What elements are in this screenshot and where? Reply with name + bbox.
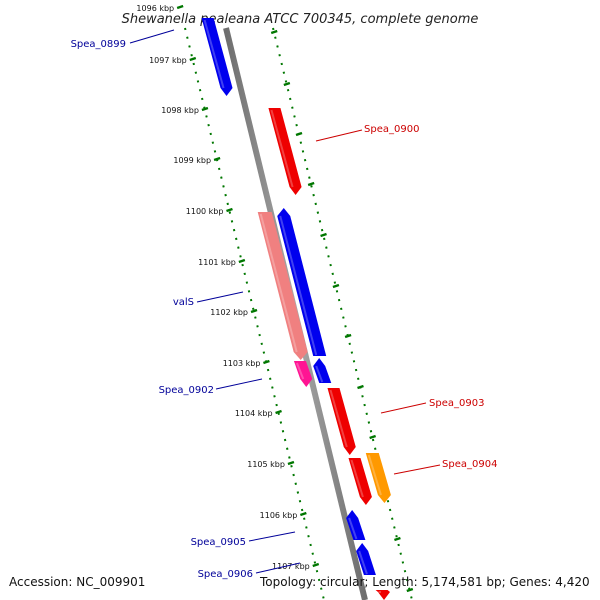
gene-highlight [350,459,364,498]
major-tick-outer [320,232,327,238]
major-tick [226,207,233,213]
gene-spea-0899[interactable] [201,18,233,96]
major-tick [213,156,221,162]
gene-label-spea-0903[interactable]: Spea_0903 [380,398,484,414]
tick-guides [176,4,414,600]
gene-highlight [259,213,298,353]
major-tick [189,56,197,62]
svg-text:Spea_0905: Spea_0905 [191,537,246,548]
major-tick-outer [369,434,377,440]
major-tick [176,4,184,10]
gene-highlight [358,550,368,575]
major-tick [287,460,295,466]
tick-label: 1107 kbp [272,562,310,571]
major-tick-outer [344,333,352,339]
major-tick [312,562,320,568]
gene-highlight [329,389,348,448]
major-tick-outer [394,536,401,542]
tick-label: 1096 kbp [136,4,174,13]
map-title: Shewanella pealeana ATCC 700345, complet… [122,12,479,27]
major-tick [201,106,209,112]
gene-highlight [203,19,225,89]
major-tick-outer [406,587,414,593]
major-tick [250,308,258,314]
gene-label-spea-0902[interactable]: Spea_0902 [159,378,263,396]
gene-spea-0904[interactable] [348,458,372,505]
major-tick-outer [307,181,315,187]
gene-label-vals[interactable]: valS [173,291,244,308]
tick-label: 1106 kbp [260,511,298,520]
gene-rna-pink[interactable] [257,212,308,360]
gene-orange[interactable] [365,453,391,503]
major-tick [275,409,282,415]
tick-label: 1098 kbp [161,106,199,115]
major-tick-outer [357,384,364,390]
gene-spea-0900[interactable] [268,108,302,195]
major-tick-outer [283,81,291,87]
gene-highlight [270,109,294,188]
gene-label-spea-0905[interactable]: Spea_0905 [191,531,296,548]
gene-spea-0905[interactable] [346,510,366,540]
tick-label: 1102 kbp [210,308,248,317]
gene-label-spea-0906[interactable]: Spea_0906 [198,562,301,580]
gene-spea-0903[interactable] [327,388,356,455]
major-tick [238,258,246,264]
major-tick [263,359,270,365]
svg-text:Spea_0903: Spea_0903 [429,398,484,409]
svg-text:Spea_0904: Spea_0904 [442,459,497,470]
gene-spea-0906[interactable] [356,543,376,575]
gene-label-spea-0899[interactable]: Spea_0899 [71,29,175,50]
gene-label-spea-0904[interactable]: Spea_0904 [393,459,497,475]
tick-label: 1099 kbp [173,156,211,165]
svg-text:Spea_0906: Spea_0906 [198,569,253,580]
gene-highlight [315,365,324,383]
gene-highlight [367,454,382,496]
gene-vals[interactable] [277,208,327,356]
tick-labels: 1096 kbp 1097 kbp 1098 kbp 1099 kbp 1100 kbp… [136,4,309,571]
tick-label: 1097 kbp [149,56,187,65]
major-tick-outer [295,131,303,137]
accession-text: Accession: NC_009901 [9,575,146,589]
gene-highlight [279,215,318,356]
svg-text:Spea_0900: Spea_0900 [364,124,419,135]
major-tick [299,511,307,517]
gene-highlight [348,517,358,540]
svg-text:valS: valS [173,297,194,308]
tick-label: 1101 kbp [198,258,236,267]
tick-label: 1104 kbp [235,409,273,418]
tick-label: 1105 kbp [247,460,285,469]
major-tick-outer [332,283,340,289]
svg-text:Spea_0902: Spea_0902 [159,385,214,396]
gene-highlight [295,362,305,380]
topology-text: Topology: circular; Length: 5,174,581 bp… [260,575,590,589]
gene-small-reverse[interactable] [313,358,332,383]
svg-text:Spea_0899: Spea_0899 [71,39,126,50]
tick-label: 1103 kbp [223,359,261,368]
gene-label-spea-0900[interactable]: Spea_0900 [315,124,419,142]
gene-track [201,18,391,600]
gene-cut-off[interactable] [375,590,390,600]
major-tick-outer [270,29,278,35]
tick-label: 1100 kbp [186,207,224,216]
gene-spea-0902[interactable] [293,361,313,387]
